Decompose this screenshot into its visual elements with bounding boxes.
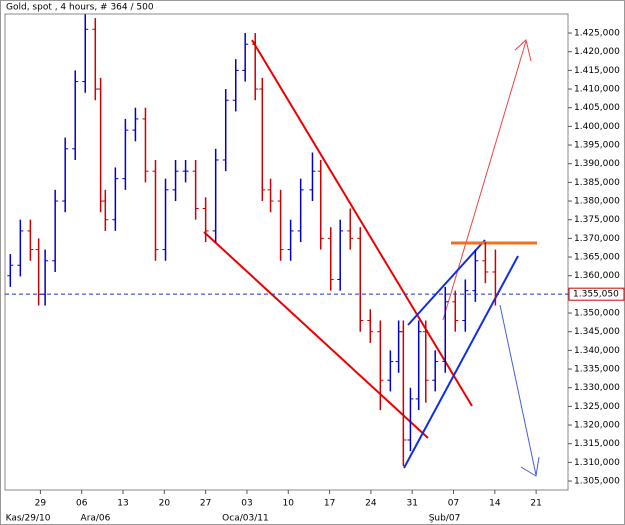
y-tick-label: 1.305,000	[574, 477, 620, 487]
y-tick-label: 1.425,000	[574, 29, 620, 39]
y-tick-label: 1.335,000	[574, 365, 620, 375]
projection-arrow	[499, 304, 537, 476]
y-tick-label: 1.370,000	[574, 234, 620, 244]
y-tick-label: 1.350,000	[574, 309, 620, 319]
y-tick-label: 1.410,000	[574, 85, 620, 95]
y-tick-label: 1.415,000	[574, 66, 620, 76]
y-tick-label: 1.340,000	[574, 346, 620, 356]
y-tick-label: 1.375,000	[574, 215, 620, 225]
date-label: Kas/29/10	[6, 514, 51, 524]
x-tick-label: 27	[200, 499, 211, 509]
x-tick-label: 13	[117, 499, 128, 509]
x-tick-label: 03	[241, 499, 252, 509]
x-tick-label: 24	[365, 499, 377, 509]
projection-arrow	[442, 40, 527, 321]
y-tick-label: 1.385,000	[574, 178, 620, 188]
y-tick-label: 1.400,000	[574, 122, 620, 132]
chart-title: Gold, spot , 4 hours, # 364 / 500	[6, 3, 154, 13]
y-tick-label: 1.330,000	[574, 383, 620, 393]
y-tick-label: 1.390,000	[574, 159, 620, 169]
arrow-head	[514, 39, 532, 62]
x-tick-label: 06	[76, 499, 88, 509]
x-tick-label: 10	[283, 499, 295, 509]
y-tick-label: 1.380,000	[574, 197, 620, 207]
y-tick-label: 1.320,000	[574, 421, 620, 431]
annotations	[203, 39, 540, 477]
x-tick-label: 31	[406, 499, 417, 509]
x-tick-label: 07	[448, 499, 459, 509]
date-label: Şub/07	[429, 514, 461, 524]
y-tick-label: 1.365,000	[574, 253, 620, 263]
y-tick-label: 1.325,000	[574, 402, 620, 412]
y-tick-label: 1.420,000	[574, 47, 620, 57]
y-tick-label: 1.310,000	[574, 458, 620, 468]
y-tick-label: 1.360,000	[574, 271, 620, 281]
date-label: Ara/06	[81, 514, 111, 524]
x-tick-label: 20	[159, 499, 171, 509]
x-tick-label: 21	[530, 499, 541, 509]
last-price-label: 1.355,050	[573, 290, 619, 300]
trend-line	[251, 39, 473, 407]
last-price-box	[568, 287, 625, 301]
arrow-head	[520, 456, 540, 477]
x-tick-label: 29	[35, 499, 47, 509]
y-tick-label: 1.405,000	[574, 103, 620, 113]
y-tick-label: 1.315,000	[574, 439, 620, 449]
x-tick-label: 14	[489, 499, 501, 509]
date-label: Oca/03/11	[222, 514, 269, 524]
trend-line	[407, 239, 486, 326]
trend-line	[203, 231, 429, 439]
x-tick-label: 17	[324, 499, 335, 509]
plot-frame	[4, 13, 569, 491]
y-tick-label: 1.395,000	[574, 141, 620, 151]
trend-line	[403, 255, 519, 469]
y-tick-label: 1.345,000	[574, 327, 620, 337]
